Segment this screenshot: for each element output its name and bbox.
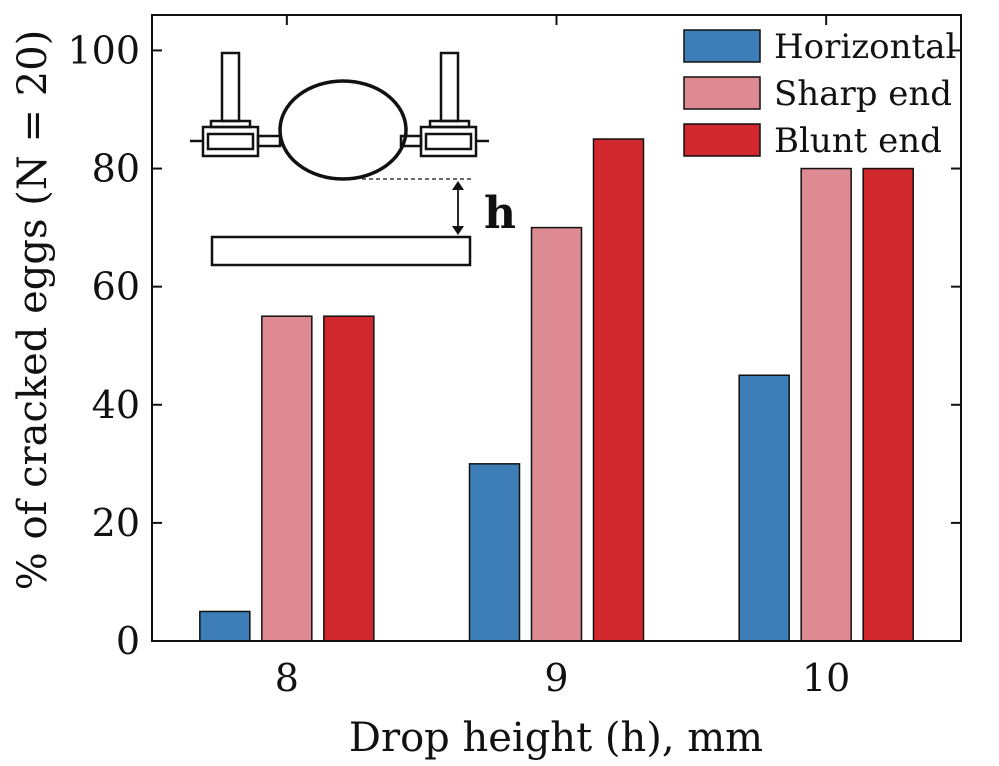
x-tick-label: 9 (544, 656, 568, 700)
legend-swatch-blunt-end (683, 123, 761, 157)
x-axis-ticks: 8 9 10 (275, 15, 850, 700)
legend: Horizontal Sharp end Blunt end (683, 27, 956, 161)
bar-blunt-end-8 (323, 315, 375, 642)
bar-horizontal-10 (738, 374, 790, 642)
x-axis-label: Drop height (h), mm (349, 715, 763, 761)
bars (199, 138, 914, 642)
right-clamp-tip (399, 134, 423, 148)
bar-horizontal-8 (199, 610, 251, 642)
y-tick-label: 100 (67, 28, 140, 72)
inset-height-label: h (484, 188, 516, 239)
y-tick-label: 60 (92, 265, 140, 309)
left-clamp-body (201, 125, 260, 158)
y-axis-label: % of cracked eggs (N = 20) (10, 30, 56, 591)
plot-frame (151, 14, 962, 642)
x-tick-label: 10 (802, 656, 850, 700)
left-clamp-inner (206, 132, 255, 151)
right-clamp-inner (424, 132, 473, 151)
height-arrow-up-head (452, 181, 464, 190)
egg (278, 79, 408, 181)
legend-swatch-horizontal (683, 29, 761, 63)
bar-sharp-end-9 (530, 226, 583, 642)
height-arrow-down-head (452, 226, 464, 235)
legend-swatch-sharp-end (683, 76, 761, 110)
y-tick-label: 20 (92, 501, 140, 545)
y-tick-label: 80 (92, 147, 140, 191)
y-axis-ticks: 0 20 40 60 80 100 (67, 28, 961, 663)
x-tick-label: 8 (275, 656, 299, 700)
right-clamp-post (439, 51, 460, 123)
impact-plate (210, 235, 472, 267)
y-tick-label: 0 (116, 619, 140, 663)
bar-blunt-end-9 (592, 138, 645, 642)
legend-label-sharp-end: Sharp end (774, 74, 952, 114)
bar-sharp-end-10 (800, 167, 852, 642)
bar-blunt-end-10 (862, 167, 914, 642)
right-clamp-body (419, 125, 478, 158)
left-clamp-post (220, 51, 241, 123)
bar-horizontal-9 (468, 463, 521, 642)
legend-label-horizontal: Horizontal (774, 27, 956, 67)
left-clamp-tip (256, 134, 282, 148)
bar-sharp-end-8 (261, 315, 313, 642)
legend-label-blunt-end: Blunt end (774, 121, 942, 161)
inset-drop-schematic (190, 51, 489, 267)
y-tick-label: 40 (92, 383, 140, 427)
